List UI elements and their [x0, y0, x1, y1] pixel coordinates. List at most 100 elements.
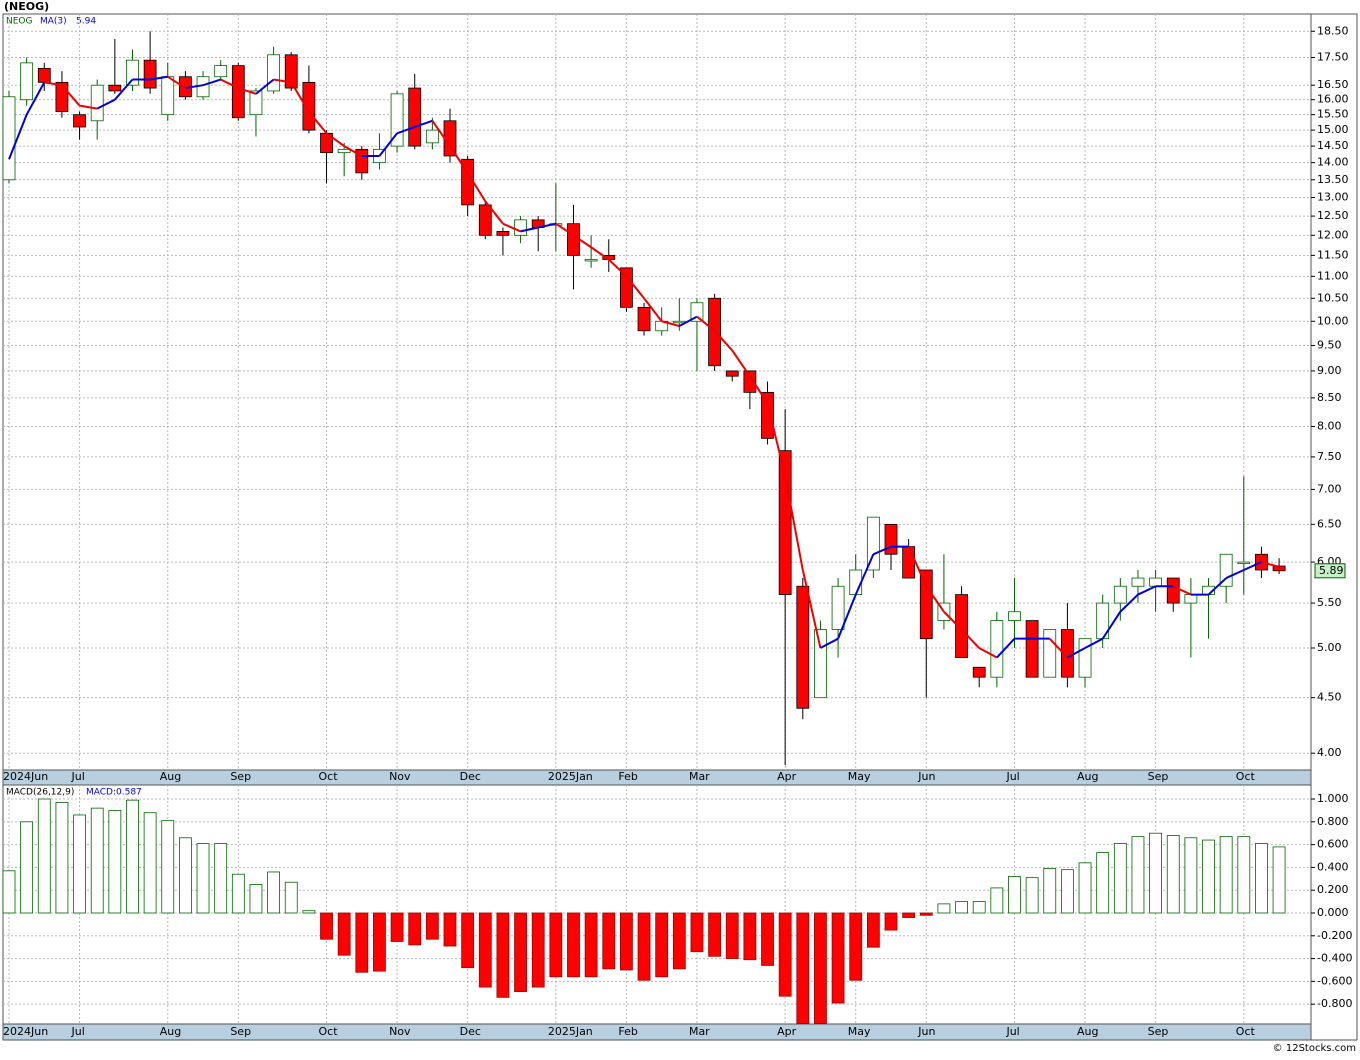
price-panel — [2, 13, 1312, 771]
ma-line — [96, 98, 116, 110]
x-tick-label: Apr — [777, 1025, 797, 1038]
ma-name: MA(3) — [40, 17, 67, 27]
ma-line — [290, 81, 310, 113]
y-tick-label: 13.00 — [1317, 191, 1349, 204]
macd-bar — [725, 912, 739, 959]
macd-bar — [320, 912, 333, 940]
ma-line — [907, 546, 928, 587]
chart-title: (NEOG) — [4, 0, 49, 13]
ma-line — [1084, 637, 1104, 649]
macd-bar — [1113, 843, 1127, 914]
macd-bar — [866, 912, 880, 948]
ma-line — [643, 297, 663, 322]
candle-body — [90, 84, 104, 122]
candle-body — [73, 114, 86, 128]
ma-line — [431, 120, 451, 147]
macd-bar — [778, 912, 792, 997]
y-tick-label: 14.00 — [1317, 156, 1349, 169]
macd-bar — [355, 912, 369, 973]
y-tick-label: 5.00 — [1317, 641, 1342, 654]
macd-bar — [531, 912, 545, 988]
ma-line — [484, 200, 504, 225]
x-tick-label: Dec — [460, 1025, 481, 1038]
candle-body — [2, 96, 16, 181]
macd-bar — [743, 912, 757, 961]
macd-bar — [1061, 869, 1074, 914]
macd-bar — [143, 812, 157, 914]
macd-bar — [1166, 835, 1180, 914]
ma-line — [749, 375, 769, 404]
symbol: NEOG — [6, 17, 33, 27]
candle-body — [743, 370, 757, 393]
y-tick-label: 16.00 — [1317, 93, 1349, 106]
macd-bar — [602, 912, 616, 970]
ma-line — [854, 553, 875, 595]
ma-line — [555, 222, 575, 237]
macd-bar — [1219, 836, 1233, 914]
date-strip — [2, 769, 1312, 786]
candle-body — [672, 320, 686, 324]
candle-body — [1131, 577, 1145, 587]
macd-bar — [814, 912, 827, 1024]
ma-line — [220, 78, 239, 89]
x-tick-label: Jun — [917, 770, 935, 783]
macd-bar — [990, 887, 1004, 914]
ma-line — [801, 569, 822, 649]
macd-bar — [73, 814, 86, 914]
y-tick-label: 10.00 — [1317, 314, 1349, 327]
ma-line — [1137, 585, 1157, 596]
ma-line — [625, 275, 645, 299]
y-tick-label: 4.00 — [1317, 746, 1342, 759]
x-tick-label: Sep — [1148, 1025, 1169, 1038]
x-tick-label: Apr — [777, 770, 797, 783]
macd-bar — [249, 884, 263, 914]
x-tick-label: May — [848, 1025, 871, 1038]
candle-body — [496, 231, 510, 236]
y-tick-label: 0.800 — [1317, 815, 1349, 828]
y-tick-label: 16.50 — [1317, 78, 1349, 91]
y-tick-label: 12.50 — [1317, 209, 1349, 222]
ma-line — [996, 637, 1016, 659]
macd-bar — [37, 798, 51, 914]
candle-body — [1078, 638, 1092, 678]
macd-bar — [2, 870, 16, 914]
last-price-box — [1314, 563, 1346, 579]
macd-bar — [972, 901, 986, 914]
candle-body — [902, 546, 916, 579]
macd-bar — [708, 912, 721, 957]
candle-body — [690, 302, 704, 322]
ma-line — [8, 114, 28, 160]
macd-bar — [549, 912, 563, 978]
candle-body — [284, 54, 298, 89]
x-tick-label: Oct — [1236, 770, 1256, 783]
ma-line — [590, 246, 610, 261]
macd-bar — [284, 881, 298, 914]
macd-bar — [919, 912, 933, 916]
y-tick-label: 13.50 — [1317, 173, 1349, 186]
x-tick-label: Oct — [319, 770, 339, 783]
macd-bar — [478, 912, 492, 988]
candle-body — [584, 259, 598, 262]
ma-line — [25, 81, 46, 116]
ma-line — [167, 75, 186, 89]
candle-body — [1166, 577, 1180, 604]
ma-line — [149, 75, 168, 81]
ma-line — [308, 111, 328, 134]
macd-bar — [655, 912, 669, 978]
ma-line — [61, 84, 81, 107]
ma-line — [79, 104, 98, 110]
x-tick-label: Jul — [1005, 1025, 1019, 1038]
macd-bar — [1025, 877, 1039, 914]
candle-body — [1184, 594, 1198, 604]
macd-bar — [161, 820, 175, 914]
macd-bar — [1078, 862, 1092, 914]
macd-bar — [1237, 836, 1251, 914]
y-tick-label: 0.000 — [1317, 906, 1349, 919]
candle-body — [143, 59, 157, 89]
y-tick-label: 9.00 — [1317, 364, 1342, 377]
ma-line — [766, 403, 787, 477]
x-tick-label: May — [848, 770, 871, 783]
macd-last: MACD:0.587 — [86, 788, 142, 798]
y-tick-label: -0.600 — [1317, 974, 1352, 987]
